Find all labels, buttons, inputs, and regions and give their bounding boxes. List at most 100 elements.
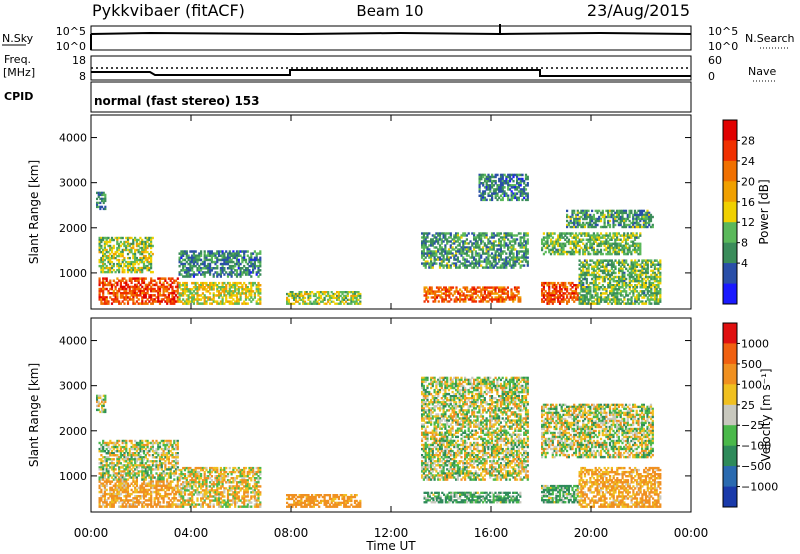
velocity-cell	[100, 476, 103, 479]
power-cell	[241, 256, 244, 260]
power-cell	[462, 286, 465, 289]
power-cell	[573, 236, 576, 239]
velocity-cell	[134, 460, 137, 463]
velocity-cell	[96, 398, 99, 402]
power-cell	[510, 186, 513, 189]
power-cell	[574, 221, 578, 225]
power-cell	[216, 302, 219, 305]
power-cell	[544, 236, 547, 239]
power-cell	[192, 258, 195, 262]
power-cell	[155, 281, 158, 285]
power-cell	[635, 269, 639, 273]
power-cell	[209, 284, 212, 287]
velocity-cell	[132, 470, 135, 473]
power-cell	[517, 177, 520, 181]
power-cell	[123, 258, 126, 262]
power-cell	[485, 188, 488, 191]
power-cell	[183, 271, 187, 274]
power-cell	[191, 298, 194, 301]
power-cell	[616, 250, 619, 254]
velocity-cell	[141, 470, 144, 473]
power-cell	[142, 287, 146, 291]
power-cell	[443, 288, 446, 291]
velocity-cell	[150, 441, 153, 445]
velocity-cell	[116, 454, 119, 457]
power-cell	[102, 289, 105, 293]
power-cell	[146, 268, 149, 272]
power-cell	[598, 261, 601, 264]
power-cell	[451, 248, 454, 251]
power-cell	[610, 284, 613, 287]
power-cell	[319, 300, 323, 303]
power-cell	[632, 223, 635, 227]
velocity-cell	[103, 441, 106, 445]
power-cell	[234, 254, 237, 257]
power-cell	[582, 281, 585, 285]
power-cell	[566, 223, 569, 227]
power-cell	[469, 296, 472, 299]
power-cell	[510, 177, 513, 181]
velocity-cell	[118, 460, 121, 463]
power-cell	[134, 294, 137, 297]
power-cell	[637, 296, 640, 299]
power-cell	[503, 288, 506, 291]
power-cell	[244, 258, 248, 262]
power-cell	[510, 194, 513, 197]
velocity-cell	[116, 462, 119, 465]
power-cell	[541, 242, 544, 246]
power-cell	[621, 277, 624, 281]
power-cell	[155, 300, 158, 303]
power-cell	[600, 269, 603, 273]
power-cell	[422, 238, 425, 241]
power-cell	[587, 267, 590, 271]
power-cell	[489, 179, 492, 183]
velocity-cell	[146, 472, 149, 475]
velocity-cell	[114, 443, 117, 447]
power-cell	[596, 294, 599, 297]
power-cell	[594, 298, 597, 301]
power-cell	[650, 288, 653, 291]
power-cell	[557, 234, 560, 237]
power-cell	[601, 269, 604, 273]
power-cell	[105, 254, 108, 258]
power-cell	[637, 236, 640, 239]
power-cell	[449, 250, 452, 253]
power-cell	[132, 294, 135, 297]
power-cell	[144, 264, 147, 268]
power-cell	[601, 277, 604, 281]
power-cell	[512, 184, 515, 187]
power-cell	[302, 296, 305, 300]
power-cell	[235, 292, 239, 295]
power-cell	[223, 294, 226, 297]
power-cell	[494, 196, 497, 200]
power-cell	[566, 225, 569, 229]
power-cell	[422, 252, 425, 255]
power-cell	[610, 263, 613, 266]
power-cell	[121, 242, 124, 246]
power-cell	[126, 266, 130, 270]
power-cell	[648, 221, 651, 225]
power-cell	[548, 281, 551, 285]
power-cell	[435, 240, 438, 243]
velocity-cell	[166, 472, 169, 475]
power-cell	[634, 298, 637, 301]
freq-left-label-1: Freq.	[4, 53, 31, 66]
power-cell	[214, 281, 217, 285]
power-cell	[221, 269, 224, 272]
power-cell	[424, 240, 427, 243]
power-cell	[189, 292, 192, 295]
power-cell	[101, 193, 104, 197]
power-cell	[566, 296, 569, 299]
power-cell	[455, 232, 458, 235]
power-cell	[637, 248, 640, 252]
power-cell	[585, 211, 588, 215]
power-cell	[607, 277, 610, 281]
power-cell	[467, 248, 470, 251]
power-cell	[621, 219, 624, 223]
power-cell	[298, 294, 301, 298]
velocity-cell	[150, 468, 153, 471]
power-cell	[521, 254, 524, 257]
power-cell	[639, 223, 642, 227]
power-cell	[431, 252, 434, 255]
power-cell	[498, 286, 501, 289]
